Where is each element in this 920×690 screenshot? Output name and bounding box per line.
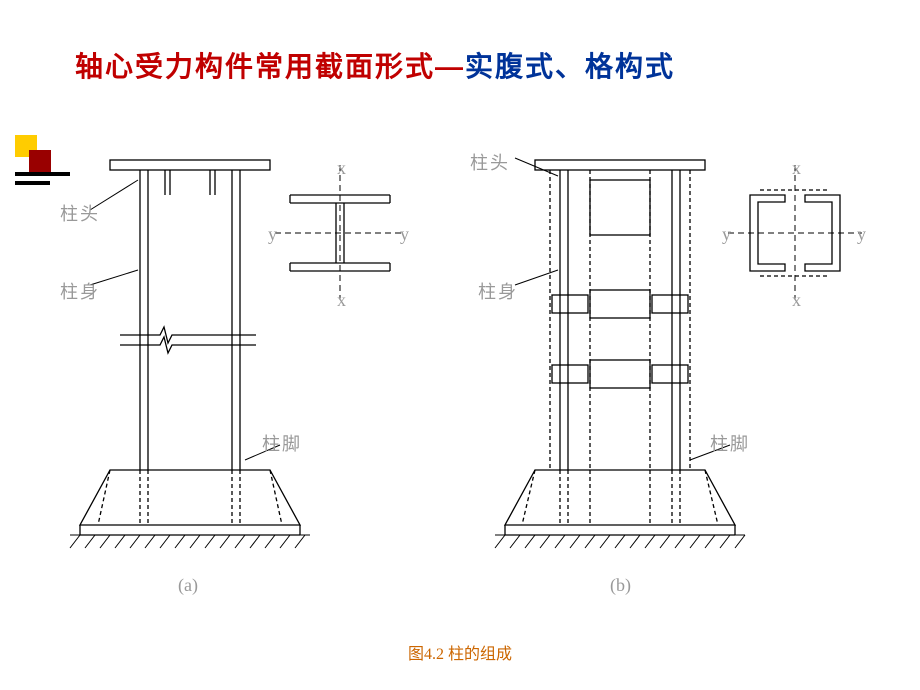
label-zhutou-b: 柱头 (470, 149, 510, 175)
axis-x-top-b: x (792, 158, 803, 179)
label-zhutou-a: 柱头 (60, 200, 100, 226)
section-a (275, 165, 405, 300)
page-title: 轴心受力构件常用截面形式—实腹式、格构式 (75, 45, 675, 85)
axis-y-right-b: y (857, 224, 868, 245)
figure-caption: 图4.2 柱的组成 (0, 640, 920, 664)
col-b-base (505, 470, 735, 525)
sublabel-b: (b) (610, 575, 631, 596)
label-zhujiao-b: 柱脚 (710, 430, 750, 456)
diagram (50, 150, 890, 615)
axis-x-bot-a: x (337, 290, 348, 311)
title-blue: 实腹式、格构式 (465, 51, 675, 82)
col-a-base (80, 470, 300, 525)
axis-y-left-a: y (268, 224, 279, 245)
label-zhushen-a: 柱身 (60, 278, 100, 304)
axis-x-bot-b: x (792, 290, 803, 311)
label-zhushen-b: 柱身 (478, 278, 518, 304)
section-b (728, 165, 862, 300)
axis-x-top-a: x (337, 158, 348, 179)
title-red: 轴心受力构件常用截面形式— (75, 51, 465, 82)
label-zhujiao-a: 柱脚 (262, 430, 302, 456)
axis-y-left-b: y (722, 224, 733, 245)
sublabel-a: (a) (178, 575, 198, 596)
col-b-cap (535, 160, 705, 170)
axis-y-right-a: y (400, 224, 411, 245)
col-a-cap (110, 160, 270, 170)
